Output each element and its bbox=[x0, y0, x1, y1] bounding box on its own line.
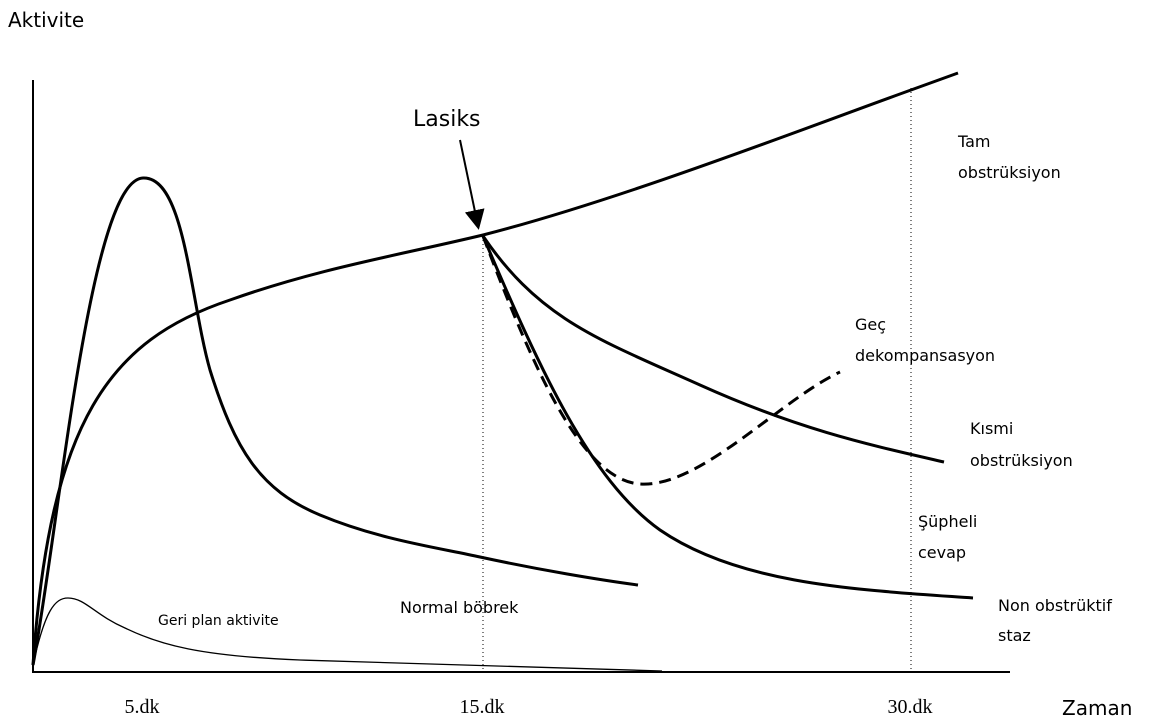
label: Normal böbrek bbox=[400, 598, 519, 617]
label-line: Non obstrüktif bbox=[998, 596, 1112, 615]
label-line: Şüpheli bbox=[918, 512, 977, 531]
label-line: Geç bbox=[855, 315, 886, 334]
background-curve bbox=[32, 597, 663, 672]
y-axis-label: Aktivite bbox=[8, 8, 84, 32]
label-line: cevap bbox=[918, 543, 966, 562]
normal-curve bbox=[31, 176, 639, 666]
label-line: Tam bbox=[957, 132, 991, 151]
x-axis-label: Zaman bbox=[1062, 696, 1132, 720]
lasiks-label: Lasiks bbox=[413, 107, 481, 132]
x-tick-label: 15.dk bbox=[460, 696, 505, 718]
label: Geri plan aktivite bbox=[158, 613, 279, 629]
x-tick-label: 30.dk bbox=[888, 696, 933, 718]
label: Şüpheli cevap bbox=[918, 512, 977, 562]
label: Geç dekompansasyon bbox=[855, 315, 995, 365]
x-tick-label: 5.dk bbox=[125, 696, 160, 718]
label-line: obstrüksiyon bbox=[958, 163, 1061, 182]
label: Non obstrüktif staz bbox=[998, 596, 1112, 645]
label-line: staz bbox=[998, 626, 1031, 645]
lasiks-arrow bbox=[459, 139, 485, 230]
label: Kısmi obstrüksiyon bbox=[970, 419, 1073, 470]
partial-curve bbox=[481, 235, 945, 464]
nonobstructive-curve bbox=[481, 235, 974, 600]
late-decompensation-curve bbox=[481, 235, 841, 486]
label: Tam obstrüksiyon bbox=[957, 132, 1061, 182]
label-line: obstrüksiyon bbox=[970, 451, 1073, 470]
obstruction-curve bbox=[31, 71, 959, 666]
label-line: Kısmi bbox=[970, 419, 1013, 438]
label-line: dekompansasyon bbox=[855, 346, 995, 365]
